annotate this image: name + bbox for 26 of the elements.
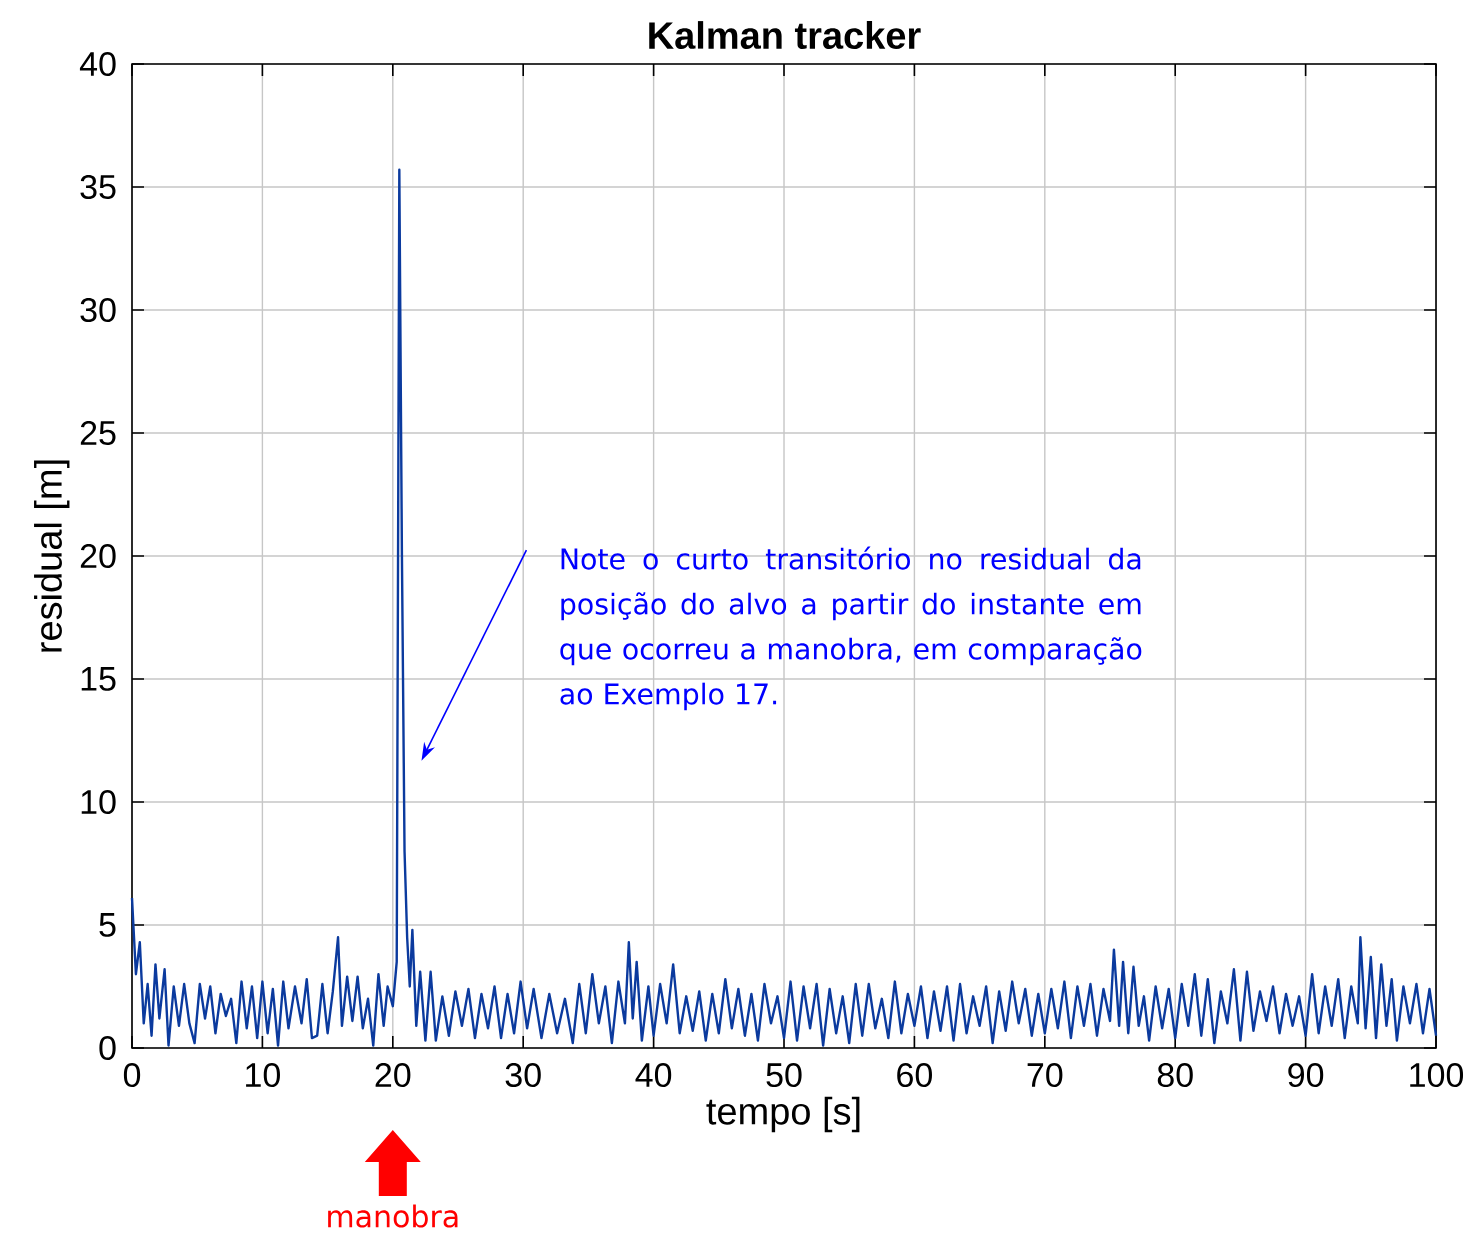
text: manobra — [328, 1204, 458, 1228]
y-tick-label: 5 — [99, 913, 116, 937]
x-tick-label: 10 — [246, 1063, 280, 1088]
x-tick-label: 70 — [1027, 1063, 1063, 1088]
x-tick-label: 100 — [1410, 1063, 1464, 1088]
y-tick-label: 35 — [80, 174, 116, 200]
line-series — [130, 168, 1438, 1047]
y-tick-label: 25 — [80, 420, 116, 446]
x-tick-label: 90 — [1288, 1063, 1324, 1088]
x-tick-label: 30 — [505, 1063, 541, 1088]
y-tick-label: 10 — [81, 789, 116, 815]
x-axis-title: tempo [s] — [706, 1096, 860, 1133]
x-tick-label: 0 — [123, 1063, 141, 1088]
x-tick-label: 20 — [375, 1063, 411, 1088]
y-tick-label: 20 — [80, 543, 116, 569]
chart-title: Kalman tracker — [649, 21, 921, 49]
x-tick-label: 40 — [635, 1063, 672, 1088]
x-tick-label: 80 — [1157, 1063, 1193, 1088]
y-tick-label: 15 — [81, 667, 116, 691]
x-tick-label: 50 — [766, 1063, 802, 1088]
y-tick-label: 40 — [79, 51, 116, 77]
y-axis-title: residual [m] — [34, 460, 70, 652]
y-tick-label: 30 — [80, 297, 116, 323]
y-tick-label: 0 — [99, 1035, 116, 1061]
x-tick-label: 60 — [897, 1063, 932, 1088]
annotation: Note o curto transitório no residual da posição do alvo a partir do instante em que ocorreu a manobra, em comparação ao Exemplo 17. — [560, 546, 1142, 711]
